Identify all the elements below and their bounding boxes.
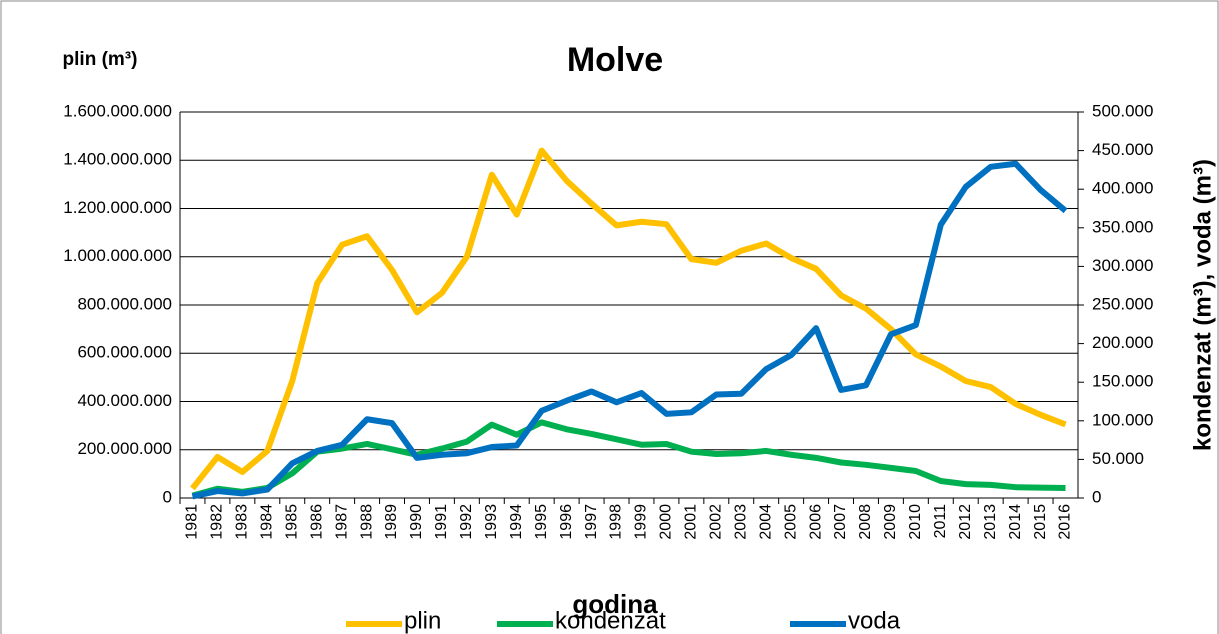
x-tick-label: 1998 bbox=[608, 504, 625, 540]
legend-label: voda bbox=[848, 607, 901, 634]
y2-axis-label: kondenzat (m³), voda (m³) bbox=[1189, 159, 1216, 451]
x-tick-label: 2001 bbox=[683, 504, 700, 540]
x-tick-label: 2007 bbox=[832, 504, 849, 540]
y2-tick-label: 450.000 bbox=[1092, 140, 1153, 159]
x-tick-label: 1994 bbox=[508, 504, 525, 540]
y2-tick-label: 100.000 bbox=[1092, 410, 1153, 429]
y-tick-label: 1.000.000.000 bbox=[63, 246, 172, 265]
x-tick-label: 2016 bbox=[1057, 504, 1074, 540]
x-tick-label: 2000 bbox=[658, 504, 675, 540]
series-line bbox=[191, 419, 1066, 499]
y-tick-label: 1.600.000.000 bbox=[63, 101, 172, 120]
chart-title: Molve bbox=[567, 41, 663, 79]
y-axis-label: plin (m³) bbox=[63, 49, 138, 70]
x-tick-label: 1997 bbox=[583, 504, 600, 540]
y2-tick-label: 350.000 bbox=[1092, 217, 1153, 236]
x-tick-label: 1996 bbox=[558, 504, 575, 540]
x-tick-label: 2006 bbox=[807, 504, 824, 540]
x-tick-label: 2015 bbox=[1032, 504, 1049, 540]
y-tick-label: 1.200.000.000 bbox=[63, 198, 172, 217]
x-tick-label: 1983 bbox=[234, 504, 251, 540]
x-tick-label: 2011 bbox=[932, 504, 949, 539]
x-tick-label: 1993 bbox=[483, 504, 500, 540]
x-axis-label: godina bbox=[572, 589, 658, 619]
x-tick-label: 1991 bbox=[433, 504, 450, 540]
x-tick-label: 1995 bbox=[533, 504, 550, 540]
x-tick-label: 2008 bbox=[857, 504, 874, 540]
x-tick-label: 1990 bbox=[408, 504, 425, 540]
series-line bbox=[190, 147, 1067, 491]
x-tick-label: 1992 bbox=[458, 504, 475, 540]
x-tick-label: 1985 bbox=[283, 504, 300, 540]
y-tick-label: 600.000.000 bbox=[77, 343, 172, 362]
x-tick-label: 2002 bbox=[708, 504, 725, 540]
series-line bbox=[191, 160, 1068, 500]
y-tick-label: 1.400.000.000 bbox=[63, 150, 172, 169]
x-tick-label: 2005 bbox=[782, 504, 799, 540]
y2-tick-label: 400.000 bbox=[1092, 179, 1153, 198]
x-tick-label: 2004 bbox=[757, 504, 774, 540]
x-tick-label: 1986 bbox=[308, 504, 325, 540]
x-tick-label: 2003 bbox=[732, 504, 749, 540]
y2-tick-label: 300.000 bbox=[1092, 256, 1153, 275]
x-tick-label: 1984 bbox=[259, 504, 276, 540]
x-tick-label: 1989 bbox=[383, 504, 400, 540]
y2-tick-label: 0 bbox=[1092, 487, 1101, 506]
y2-tick-label: 150.000 bbox=[1092, 372, 1153, 391]
y-tick-label: 0 bbox=[163, 487, 172, 506]
y-tick-label: 200.000.000 bbox=[77, 439, 172, 458]
x-tick-label: 2013 bbox=[982, 504, 999, 540]
y-tick-label: 800.000.000 bbox=[77, 294, 172, 313]
x-tick-label: 1987 bbox=[333, 504, 350, 540]
legend-label: kondenzat bbox=[555, 607, 666, 634]
x-tick-label: 2010 bbox=[907, 504, 924, 540]
x-tick-label: 1988 bbox=[358, 504, 375, 540]
x-tick-label: 2009 bbox=[882, 504, 899, 540]
y2-tick-label: 500.000 bbox=[1092, 101, 1153, 120]
x-tick-label: 2012 bbox=[957, 504, 974, 540]
x-tick-label: 1982 bbox=[209, 504, 226, 540]
y2-tick-label: 200.000 bbox=[1092, 333, 1153, 352]
legend-label: plin bbox=[404, 607, 441, 634]
x-tick-label: 1981 bbox=[184, 504, 201, 540]
y-tick-label: 400.000.000 bbox=[77, 391, 172, 410]
x-tick-label: 2014 bbox=[1007, 504, 1024, 540]
y2-tick-label: 50.000 bbox=[1092, 449, 1144, 468]
y2-tick-label: 250.000 bbox=[1092, 294, 1153, 313]
x-tick-label: 1999 bbox=[633, 504, 650, 540]
